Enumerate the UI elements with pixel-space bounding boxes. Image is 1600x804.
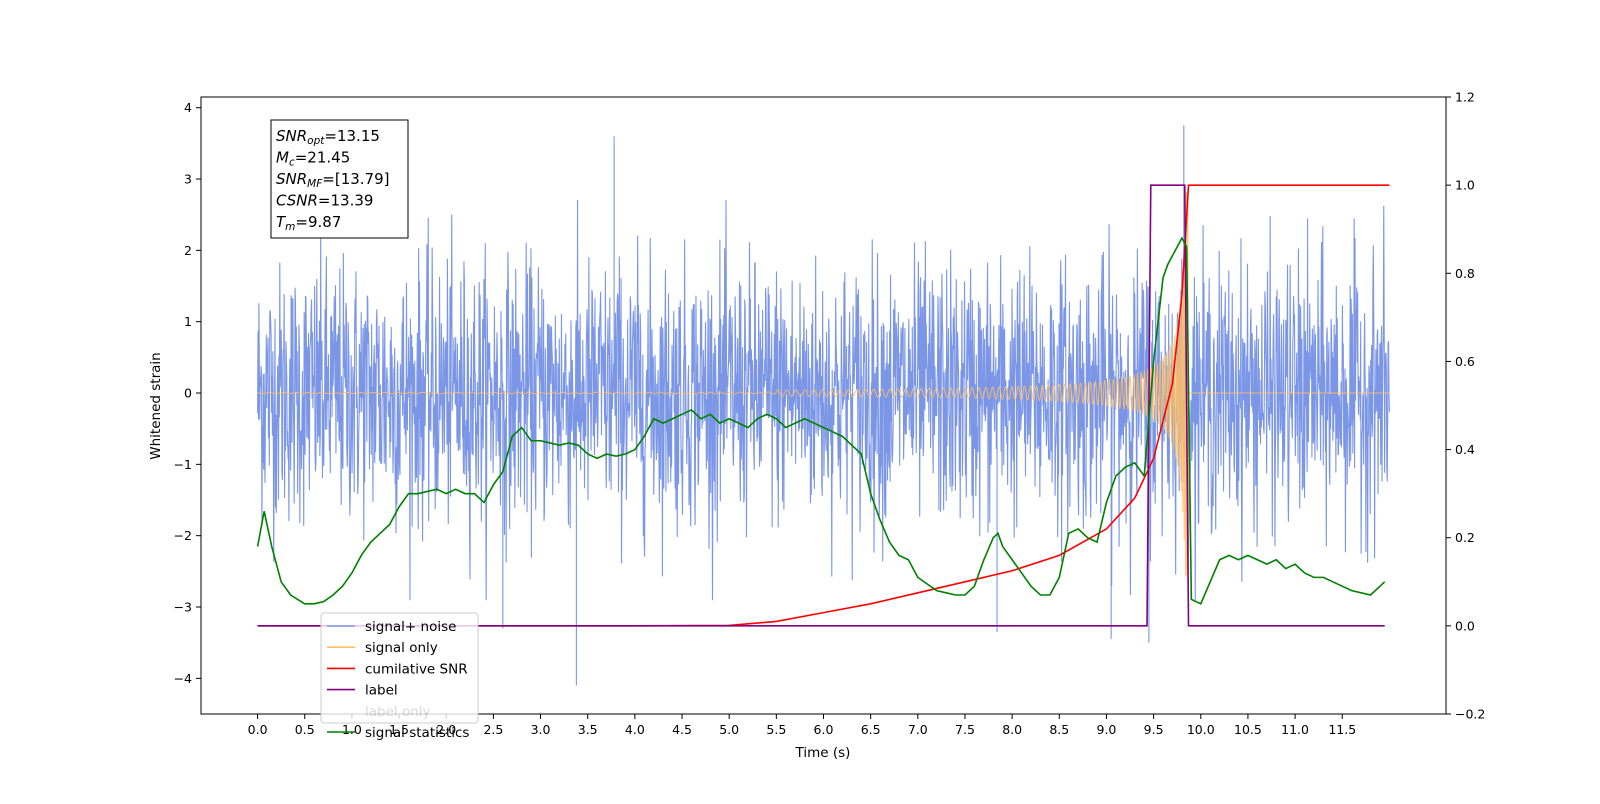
x-tick-label: 9.0 — [1097, 722, 1117, 737]
legend-entry: signal statistics — [365, 725, 469, 741]
x-tick-label: 10.0 — [1187, 722, 1215, 737]
y-tick-label: 1 — [184, 314, 192, 329]
series-signal-statistics-line — [256, 236, 1386, 605]
x-tick-label: 1.5 — [389, 722, 409, 737]
y2-tick-label: 0.0 — [1455, 618, 1475, 633]
y2-tick-label: −0.2 — [1455, 707, 1485, 722]
x-tick-label: 8.5 — [1049, 722, 1069, 737]
y-tick-label: 0 — [184, 386, 192, 401]
y-tick-label: 3 — [184, 172, 192, 187]
annotation-line: SNRopt=13.15 — [276, 127, 380, 147]
x-tick-label: 1.0 — [342, 722, 362, 737]
x-tick-label: 10.5 — [1234, 722, 1262, 737]
legend-entry: signal+ noise — [365, 619, 456, 635]
x-axis-label: Time (s) — [795, 745, 851, 761]
x-tick-label: 4.5 — [672, 722, 692, 737]
annotation-line: Mc=21.45 — [276, 149, 350, 169]
legend: signal+ noise signal only cumilative SNR la… — [320, 612, 479, 741]
y2-tick-label: 0.6 — [1455, 354, 1475, 369]
y2-tick-label: 0.4 — [1455, 442, 1475, 457]
x-tick-label: 3.0 — [531, 722, 551, 737]
x-tick-label: 7.0 — [908, 722, 928, 737]
legend-entry: label — [365, 683, 398, 699]
x-tick-label: 11.5 — [1328, 722, 1356, 737]
x-tick-label: 11.0 — [1281, 722, 1309, 737]
x-tick-label: 6.0 — [814, 722, 834, 737]
y2-tick-label: 0.2 — [1455, 530, 1475, 545]
x-tick-label: 9.5 — [1144, 722, 1164, 737]
y-axis-right: −0.2 0.0 0.2 0.4 0.6 0.8 1.0 1.2 — [1446, 90, 1485, 722]
y-tick-label: −1 — [174, 457, 192, 472]
x-tick-label: 4.0 — [625, 722, 645, 737]
annotation-frame — [270, 119, 409, 239]
annotation-line: CSNR=13.39 — [276, 192, 373, 210]
y-tick-label: −3 — [174, 600, 192, 615]
plot-data-layer — [256, 125, 1390, 686]
series-signal-noise-line — [257, 125, 1390, 686]
y-axis-label: Whitened strain — [148, 352, 164, 459]
legend-frame — [320, 612, 479, 724]
x-tick-label: 8.0 — [1002, 722, 1022, 737]
x-tick-label: 7.5 — [955, 722, 975, 737]
x-tick-label: 2.5 — [483, 722, 503, 737]
y-tick-label: 4 — [184, 100, 192, 115]
y-tick-label: −2 — [174, 528, 192, 543]
legend-entry: label only — [365, 704, 431, 720]
annotation-line: SNRMF=[13.79] — [276, 170, 390, 190]
x-tick-label: 0.5 — [295, 722, 315, 737]
x-tick-label: 3.5 — [578, 722, 598, 737]
x-tick-label: 5.0 — [719, 722, 739, 737]
y-tick-label: −4 — [174, 671, 192, 686]
x-tick-label: 2.0 — [436, 722, 456, 737]
y2-tick-label: 1.2 — [1455, 90, 1475, 105]
series-label-line — [257, 184, 1385, 627]
annotation-line: Tm=9.87 — [276, 213, 341, 233]
legend-entry: signal only — [365, 640, 438, 656]
legend-entry: cumilative SNR — [365, 661, 468, 677]
x-tick-label: 0.0 — [248, 722, 268, 737]
x-tick-label: 6.5 — [861, 722, 881, 737]
y-axis-left: −4 −3 −2 −1 0 1 2 3 4 — [174, 100, 201, 686]
y2-tick-label: 0.8 — [1455, 266, 1475, 281]
y-tick-label: 2 — [184, 243, 192, 258]
x-axis: 0.0 0.5 1.0 1.5 2.0 2.5 3.0 3.5 4.0 4.5 5.0 5.5 6.0 6… — [248, 714, 1356, 737]
series-signal-only-line — [257, 191, 1390, 586]
series-cumulative-snr-line — [257, 184, 1390, 627]
x-tick-label: 5.5 — [766, 722, 786, 737]
y2-tick-label: 1.0 — [1455, 178, 1475, 193]
